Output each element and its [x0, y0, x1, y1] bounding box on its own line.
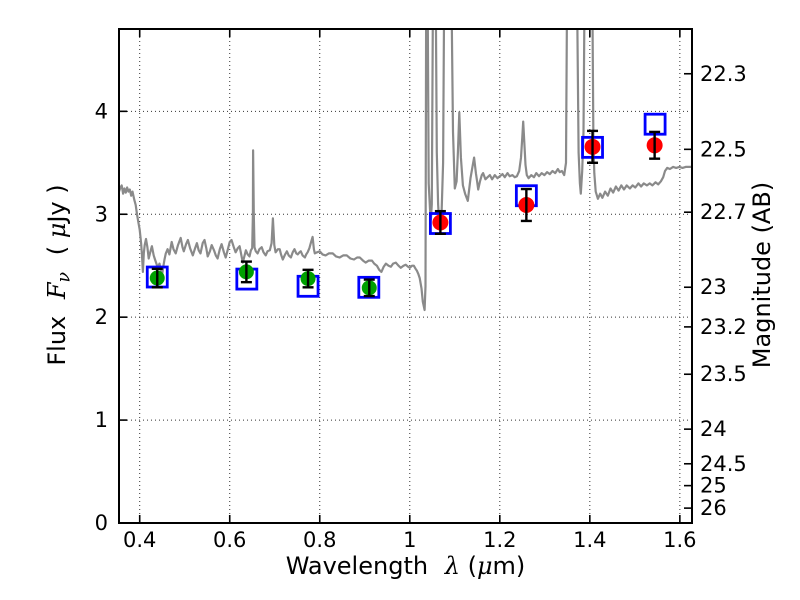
y-tick-label-right: 23 [700, 275, 727, 299]
photometry-markers [145, 112, 667, 299]
tick-labels: 0.4 0.6 0.8 1 1.2 1.4 1.60123422.322.522.72323… [95, 62, 747, 552]
lambda-symbol: λ [444, 552, 460, 580]
error-bar [151, 267, 163, 289]
gridlines [119, 29, 692, 523]
error-bar [240, 260, 252, 284]
x-tick-label: 1.4 [573, 528, 606, 552]
y-tick-label-left: 4 [95, 99, 108, 123]
error-bar [649, 130, 661, 160]
y-axis-label-right: Magnitude (AB) [748, 25, 778, 525]
x-axis-label: Wavelength λ (μm) [119, 552, 692, 580]
error-bar [363, 278, 375, 298]
error-bar [520, 187, 532, 223]
y-tick-label-right: 23.2 [700, 315, 747, 339]
axes-spines-and-ticks [118, 28, 693, 524]
y-tick-label-left: 2 [95, 305, 108, 329]
y-tick-label-right: 22.5 [700, 137, 747, 161]
flux-unit-close: Jy ) [43, 184, 71, 223]
plot-border [118, 28, 693, 524]
y-tick-label-right: 23.5 [700, 362, 747, 386]
y-tick-label-right: 22.7 [700, 200, 747, 224]
x-tick-label: 1 [403, 528, 416, 552]
error-bar [587, 129, 599, 164]
flux-label-text: Flux [43, 315, 71, 366]
x-tick-label: 0.4 [123, 528, 156, 552]
x-unit-open: ( [467, 552, 477, 580]
x-tick-label: 1.6 [663, 528, 696, 552]
mu-symbol-left: μ [43, 222, 71, 239]
y-tick-label-left: 3 [95, 202, 108, 226]
spectrum-layer [119, 29, 692, 312]
x-tick-label: 1.2 [483, 528, 516, 552]
y-tick-label-left: 1 [95, 408, 108, 432]
x-tick-label: 0.8 [303, 528, 336, 552]
y-tick-label-right: 22.3 [700, 62, 747, 86]
x-unit-close: m) [492, 552, 526, 580]
spectrum-line [119, 29, 692, 312]
y-tick-label-right: 25 [700, 474, 727, 498]
y-tick-label-right: 26 [700, 496, 727, 520]
flux-symbol: F [43, 282, 71, 300]
y-tick-label-right: 24 [700, 417, 727, 441]
model-photometry-square [357, 275, 381, 299]
y-axis-label-left: Flux Fν ( μJy ) [43, 25, 75, 525]
x-axis-label-text: Wavelength [285, 552, 429, 580]
magnitude-label-text: Magnitude (AB) [748, 181, 776, 369]
error-bar [434, 209, 446, 236]
error-bar [302, 268, 314, 289]
x-tick-label: 0.6 [213, 528, 246, 552]
y-tick-label-left: 0 [95, 511, 108, 535]
nu-subscript: ν [54, 271, 75, 283]
mu-symbol: μ [476, 552, 493, 580]
flux-unit-open: ( [43, 245, 71, 256]
y-tick-label-right: 24.5 [700, 452, 747, 476]
